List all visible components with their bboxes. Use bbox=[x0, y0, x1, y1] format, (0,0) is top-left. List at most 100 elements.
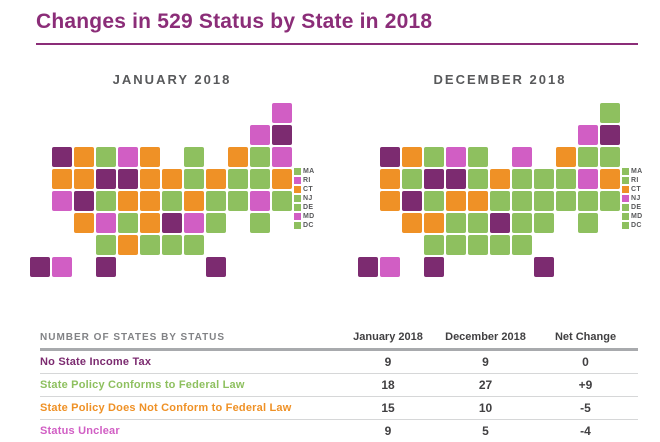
legend-label-md: MD bbox=[303, 213, 315, 220]
state-tile-ma bbox=[250, 147, 270, 167]
state-tile-il bbox=[162, 169, 182, 189]
state-tile-nm bbox=[424, 213, 444, 233]
status-table: NUMBER OF STATES BY STATUS January 2018 … bbox=[40, 331, 638, 442]
state-tile-az bbox=[74, 213, 94, 233]
state-tile-oh bbox=[534, 169, 554, 189]
state-tile-nv bbox=[74, 191, 94, 211]
row-value-dec: 10 bbox=[478, 401, 493, 415]
legend-label-ma: MA bbox=[631, 168, 643, 175]
state-tile-nc bbox=[512, 213, 532, 233]
state-tile-ri bbox=[272, 147, 292, 167]
legend-label-ct: CT bbox=[303, 186, 313, 193]
state-tile-mn bbox=[118, 147, 138, 167]
state-tile-al bbox=[162, 235, 182, 255]
legend-item-ma: MA bbox=[294, 168, 322, 175]
state-tile-wa bbox=[380, 147, 400, 167]
state-tile-fl bbox=[206, 257, 226, 277]
header-december: December 2018 bbox=[445, 331, 526, 343]
state-tile-nj bbox=[578, 169, 598, 189]
state-tile-md bbox=[578, 191, 598, 211]
state-tile-co bbox=[118, 191, 138, 211]
state-tile-ky bbox=[512, 191, 532, 211]
row-label: Status Unclear bbox=[40, 425, 120, 437]
state-tile-sc bbox=[206, 213, 226, 233]
legend-label-ri: RI bbox=[631, 177, 639, 184]
state-tile-ak bbox=[358, 257, 378, 277]
state-tile-wy bbox=[96, 169, 116, 189]
state-tile-me bbox=[272, 103, 292, 123]
state-tile-or bbox=[52, 169, 72, 189]
table-row: Status Unclear 9 5 -4 bbox=[40, 420, 638, 442]
legend-label-nj: NJ bbox=[303, 195, 313, 202]
state-tile-nj bbox=[250, 169, 270, 189]
legend-item-ma: MA bbox=[622, 168, 650, 175]
table-row: State Policy Does Not Conform to Federal… bbox=[40, 397, 638, 420]
state-tile-mt bbox=[402, 147, 422, 167]
state-tile-tx bbox=[96, 257, 116, 277]
state-tile-nd bbox=[424, 147, 444, 167]
state-tile-ms bbox=[140, 235, 160, 255]
legend-item-md: MD bbox=[622, 213, 650, 220]
row-value-dec: 9 bbox=[482, 355, 489, 369]
state-tile-ri bbox=[600, 147, 620, 167]
state-tile-wv bbox=[206, 191, 226, 211]
legend-swatch-nj bbox=[294, 195, 301, 202]
legend-label-de: DE bbox=[303, 204, 314, 211]
state-tile-mt bbox=[74, 147, 94, 167]
state-tile-tx bbox=[424, 257, 444, 277]
state-tile-nc bbox=[184, 213, 204, 233]
legend-item-dc: DC bbox=[294, 222, 322, 229]
legend-item-ct: CT bbox=[622, 186, 650, 193]
state-tile-hi bbox=[380, 257, 400, 277]
row-value-net: 0 bbox=[582, 355, 589, 369]
legend-swatch-ri bbox=[622, 177, 629, 184]
state-tile-wa bbox=[52, 147, 72, 167]
state-tile-dc bbox=[578, 213, 598, 233]
legend-item-nj: NJ bbox=[622, 195, 650, 202]
legend-label-ri: RI bbox=[303, 177, 311, 184]
state-tile-ky bbox=[184, 191, 204, 211]
state-tile-pa bbox=[556, 169, 576, 189]
legend-item-de: DE bbox=[294, 204, 322, 211]
state-tile-wi bbox=[468, 147, 488, 167]
title-underline bbox=[36, 43, 638, 45]
row-value-dec: 5 bbox=[482, 424, 489, 438]
state-tile-ma bbox=[578, 147, 598, 167]
state-tile-la bbox=[446, 235, 466, 255]
state-tile-la bbox=[118, 235, 138, 255]
status-table-header: NUMBER OF STATES BY STATUS January 2018 … bbox=[40, 331, 638, 351]
state-tile-ny bbox=[228, 147, 248, 167]
state-tile-oh bbox=[206, 169, 226, 189]
status-table-body: No State Income Tax 9 9 0 State Policy Confo… bbox=[40, 351, 638, 442]
state-tile-ga bbox=[184, 235, 204, 255]
state-tile-nd bbox=[96, 147, 116, 167]
state-tile-ca bbox=[380, 191, 400, 211]
state-tile-ct bbox=[272, 169, 292, 189]
state-tile-nh bbox=[600, 125, 620, 145]
legend-item-dc: DC bbox=[622, 222, 650, 229]
state-tile-ok bbox=[96, 235, 116, 255]
state-tile-ia bbox=[140, 169, 160, 189]
state-tile-dc bbox=[250, 213, 270, 233]
state-tile-mo bbox=[490, 191, 510, 211]
legend-swatch-de bbox=[294, 204, 301, 211]
state-tile-vt bbox=[250, 125, 270, 145]
state-tile-nm bbox=[96, 213, 116, 233]
legend-swatch-ma bbox=[622, 168, 629, 175]
table-row: State Policy Conforms to Federal Law 18 27… bbox=[40, 374, 638, 397]
state-tile-az bbox=[402, 213, 422, 233]
row-value-jan: 9 bbox=[384, 424, 392, 438]
header-status: NUMBER OF STATES BY STATUS bbox=[40, 332, 226, 343]
legend-item-ri: RI bbox=[294, 177, 322, 184]
map-panel-january: JANUARY 2018 MA RI CT NJ DE MD DC bbox=[22, 72, 322, 327]
legend-swatch-md bbox=[294, 213, 301, 220]
state-tile-in bbox=[512, 169, 532, 189]
map-title-january: JANUARY 2018 bbox=[112, 72, 232, 87]
state-tile-pa bbox=[228, 169, 248, 189]
state-tile-md bbox=[250, 191, 270, 211]
state-tile-nh bbox=[272, 125, 292, 145]
state-tile-fl bbox=[534, 257, 554, 277]
row-value-net: -5 bbox=[580, 401, 591, 415]
legend-swatch-nj bbox=[622, 195, 629, 202]
